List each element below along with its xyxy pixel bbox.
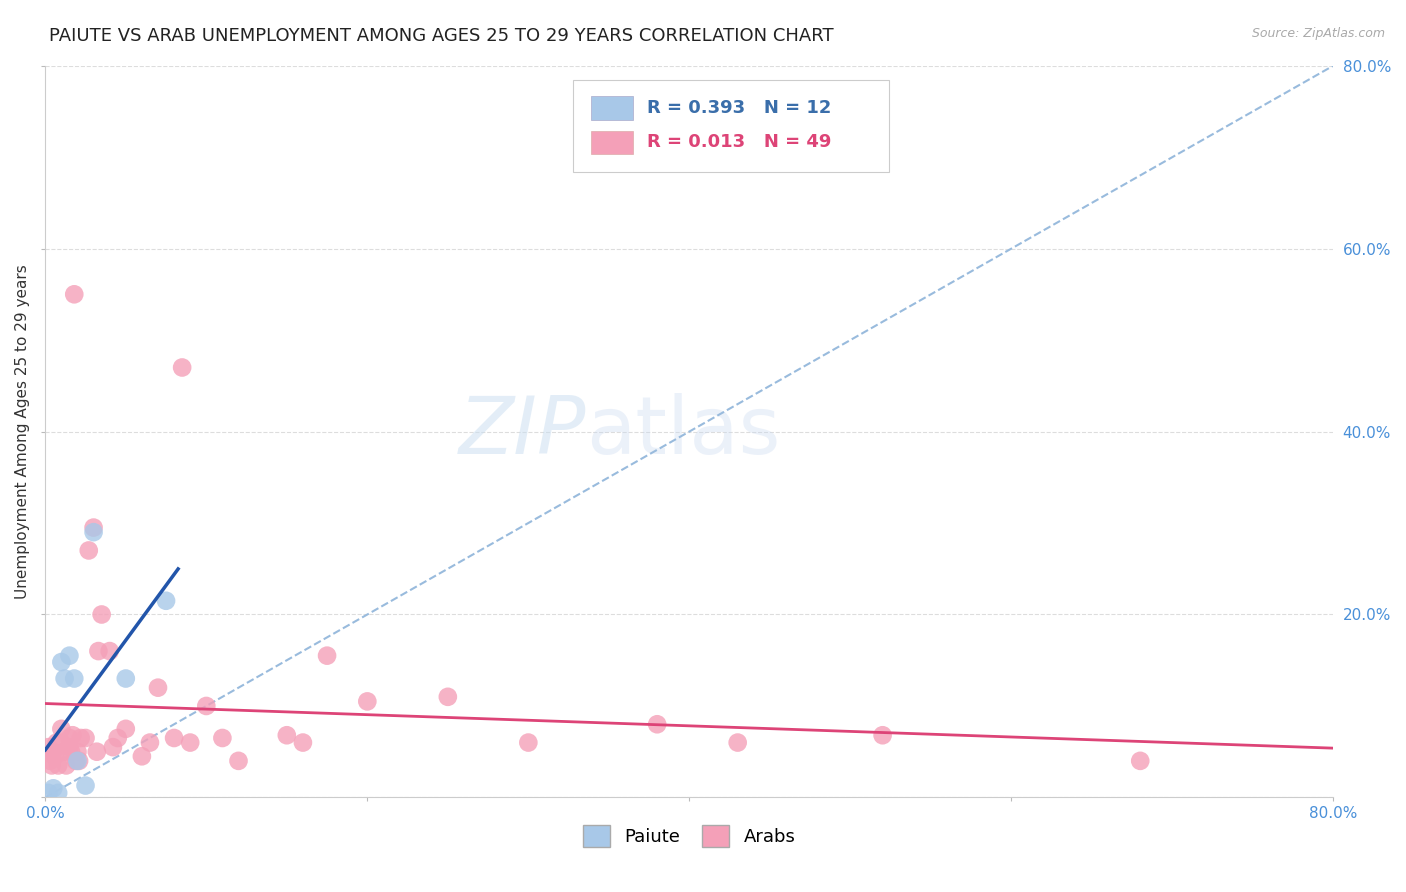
Point bbox=[179, 735, 201, 749]
Point bbox=[42, 781, 65, 796]
Point bbox=[517, 735, 540, 749]
Point bbox=[276, 728, 298, 742]
Point bbox=[53, 672, 76, 686]
Point bbox=[67, 754, 90, 768]
Point bbox=[39, 754, 62, 768]
Point bbox=[75, 779, 97, 793]
Point bbox=[291, 735, 314, 749]
Legend: Paiute, Arabs: Paiute, Arabs bbox=[576, 818, 803, 855]
Point bbox=[872, 728, 894, 742]
Point bbox=[139, 735, 162, 749]
Point bbox=[44, 749, 66, 764]
Point bbox=[46, 758, 69, 772]
Point bbox=[114, 672, 136, 686]
Point bbox=[69, 731, 91, 745]
FancyBboxPatch shape bbox=[592, 96, 633, 120]
Point bbox=[131, 749, 153, 764]
Point bbox=[60, 745, 83, 759]
Point bbox=[645, 717, 668, 731]
Point bbox=[66, 754, 89, 768]
Point bbox=[155, 594, 177, 608]
Point bbox=[75, 731, 97, 745]
Point bbox=[727, 735, 749, 749]
Point bbox=[37, 786, 59, 800]
Point bbox=[437, 690, 460, 704]
Point bbox=[63, 287, 86, 301]
Point bbox=[77, 543, 100, 558]
Point bbox=[98, 644, 121, 658]
Point bbox=[58, 731, 80, 745]
Text: ZIP: ZIP bbox=[458, 392, 586, 470]
Point bbox=[87, 644, 110, 658]
Point bbox=[114, 722, 136, 736]
Point bbox=[58, 740, 80, 755]
Point bbox=[90, 607, 112, 622]
Text: R = 0.013   N = 49: R = 0.013 N = 49 bbox=[647, 134, 831, 152]
Text: atlas: atlas bbox=[586, 392, 780, 470]
FancyBboxPatch shape bbox=[574, 80, 889, 172]
Point bbox=[146, 681, 169, 695]
Point bbox=[55, 758, 77, 772]
Point bbox=[53, 745, 76, 759]
Text: PAIUTE VS ARAB UNEMPLOYMENT AMONG AGES 25 TO 29 YEARS CORRELATION CHART: PAIUTE VS ARAB UNEMPLOYMENT AMONG AGES 2… bbox=[49, 27, 834, 45]
Point bbox=[101, 740, 124, 755]
Point bbox=[163, 731, 186, 745]
Point bbox=[228, 754, 250, 768]
Point bbox=[45, 735, 67, 749]
Point bbox=[62, 728, 84, 742]
Text: Source: ZipAtlas.com: Source: ZipAtlas.com bbox=[1251, 27, 1385, 40]
Point bbox=[1129, 754, 1152, 768]
Point bbox=[211, 731, 233, 745]
Y-axis label: Unemployment Among Ages 25 to 29 years: Unemployment Among Ages 25 to 29 years bbox=[15, 264, 30, 599]
Point bbox=[83, 520, 105, 534]
Point bbox=[86, 745, 108, 759]
Point bbox=[83, 525, 105, 540]
Point bbox=[51, 722, 73, 736]
Point bbox=[195, 698, 218, 713]
Point bbox=[63, 672, 86, 686]
Point bbox=[42, 745, 65, 759]
Point bbox=[65, 754, 87, 768]
Point bbox=[37, 740, 59, 755]
Point bbox=[66, 745, 89, 759]
Point bbox=[58, 648, 80, 663]
Point bbox=[316, 648, 339, 663]
Text: R = 0.393   N = 12: R = 0.393 N = 12 bbox=[647, 99, 831, 117]
Point bbox=[107, 731, 129, 745]
FancyBboxPatch shape bbox=[592, 131, 633, 154]
Point bbox=[172, 360, 194, 375]
Point bbox=[46, 786, 69, 800]
Point bbox=[356, 694, 378, 708]
Point bbox=[51, 655, 73, 669]
Point bbox=[51, 735, 73, 749]
Point bbox=[41, 758, 63, 772]
